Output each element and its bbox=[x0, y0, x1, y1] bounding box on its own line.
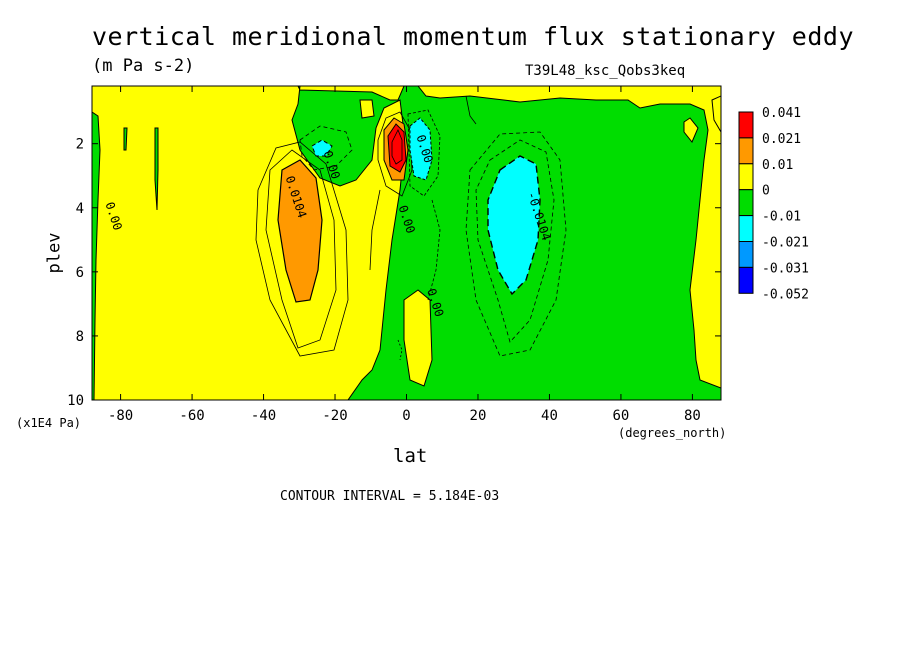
contour-eq-red-1 bbox=[391, 129, 403, 165]
x-tick-label: 60 bbox=[613, 408, 630, 424]
contour-interval-note: CONTOUR INTERVAL = 5.184E-03 bbox=[280, 489, 500, 504]
y-tick-label: 10 bbox=[67, 393, 84, 409]
contour-small-negative bbox=[299, 125, 353, 171]
colorbar: 0.041 0.021 0.01 0 -0.01 -0.021 -0.031 -0.052 bbox=[738, 106, 809, 302]
colorbar-level-label: -0.01 bbox=[762, 210, 801, 225]
y-tick-label: 4 bbox=[76, 201, 84, 217]
colorbar-level-label: 0.021 bbox=[762, 132, 801, 147]
units-label: (m Pa s-2) bbox=[92, 56, 195, 76]
y-tick-label: 6 bbox=[76, 265, 84, 281]
negative-region-main bbox=[198, 86, 721, 400]
contour-eq-outer bbox=[377, 111, 413, 197]
contour-zero-small bbox=[397, 339, 403, 361]
x-tick-label: 80 bbox=[684, 408, 701, 424]
positive-island-left-top bbox=[359, 99, 375, 119]
x-unit-note: (degrees_north) bbox=[618, 426, 727, 440]
colorbar-level-label: 0.01 bbox=[762, 158, 793, 173]
negative-region-sliver-1 bbox=[123, 127, 128, 151]
colorbar-level-label: 0 bbox=[762, 184, 770, 199]
colorbar-level-label: -0.052 bbox=[762, 287, 809, 302]
positive-island-center bbox=[403, 289, 433, 387]
case-label: T39L48_ksc_Qobs3keq bbox=[525, 63, 686, 79]
axis-ticks: -80 -60 -40 -20 0 20 40 60 80 2 4 6 8 10 bbox=[67, 86, 721, 424]
colorbar-swatch bbox=[738, 215, 754, 243]
x-tick-label: -60 bbox=[179, 408, 204, 424]
positive-island-topright bbox=[711, 95, 721, 133]
y-unit-note: (x1E4 Pa) bbox=[16, 416, 82, 430]
x-tick-label: 20 bbox=[470, 408, 487, 424]
x-tick-label: -20 bbox=[322, 408, 347, 424]
positive-max-orange-sh bbox=[277, 159, 323, 303]
colorbar-swatch bbox=[738, 241, 754, 268]
colorbar-swatch bbox=[738, 111, 754, 139]
x-tick-label: 0 bbox=[402, 408, 410, 424]
contour-eq-positive-tail bbox=[369, 189, 381, 271]
x-tick-label: -80 bbox=[108, 408, 133, 424]
y-tick-label: 2 bbox=[76, 137, 84, 153]
contour-nh-outer bbox=[465, 131, 567, 357]
y-tick-label: 8 bbox=[76, 329, 84, 345]
chart-title: vertical meridional momentum flux statio… bbox=[92, 22, 855, 51]
contour-sh-outer bbox=[255, 141, 349, 357]
contour-eq-negative-tail bbox=[427, 199, 441, 301]
contour-sh-inner bbox=[265, 149, 337, 349]
colorbar-level-label: -0.021 bbox=[762, 236, 809, 251]
positive-island-northeast bbox=[683, 117, 699, 143]
colorbar-swatch bbox=[738, 266, 754, 294]
negative-min-cyan-nh bbox=[487, 155, 541, 296]
colorbar-swatch bbox=[738, 163, 754, 191]
colorbar-swatch bbox=[738, 137, 754, 165]
negative-region-sliver-2 bbox=[154, 127, 159, 211]
colorbar-level-label: -0.031 bbox=[762, 261, 809, 276]
x-axis-label: lat bbox=[393, 445, 428, 467]
plot-area bbox=[92, 86, 721, 400]
colorbar-level-label: 0.041 bbox=[762, 106, 801, 121]
x-tick-label: 40 bbox=[541, 408, 558, 424]
x-tick-label: -40 bbox=[251, 408, 276, 424]
negative-min-cyan-small bbox=[311, 139, 333, 157]
colorbar-swatch bbox=[738, 189, 754, 217]
negative-region-left-edge bbox=[92, 111, 101, 400]
negative-min-cyan-eq bbox=[409, 117, 433, 181]
contour-zero-top bbox=[465, 95, 477, 125]
contour-eq-negative bbox=[407, 109, 441, 197]
